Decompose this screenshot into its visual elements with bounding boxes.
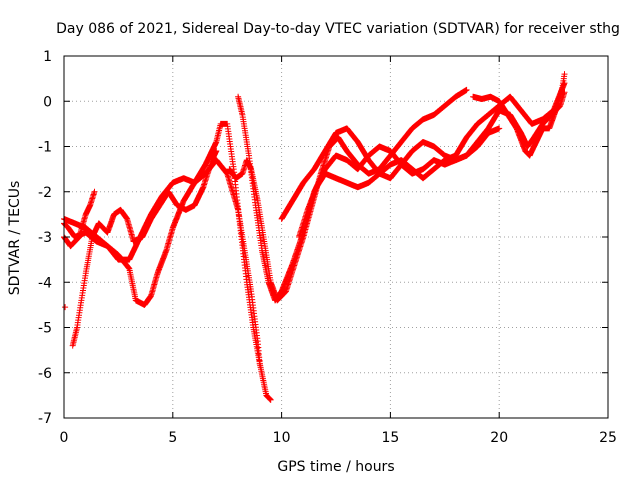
y-tick-label: -1 (38, 140, 52, 156)
series-8 (470, 71, 568, 159)
x-tick-label: 25 (599, 430, 617, 446)
y-tick-label: -3 (38, 230, 52, 246)
series-5 (235, 93, 503, 304)
x-tick-label: 15 (381, 430, 399, 446)
y-tick-label: 0 (43, 94, 52, 110)
x-tick-label: 5 (168, 430, 177, 446)
series-6 (278, 89, 568, 222)
series-markers (296, 80, 568, 240)
series-4 (226, 86, 470, 304)
y-tick-label: -5 (38, 321, 52, 337)
series-markers (226, 86, 470, 304)
series-markers (278, 89, 568, 222)
series-markers (235, 93, 503, 304)
series-7 (296, 80, 568, 240)
data-point (62, 304, 69, 311)
x-axis-label: GPS time / hours (277, 459, 394, 475)
y-tick-label: -7 (38, 411, 52, 427)
y-tick-label: -2 (38, 185, 52, 201)
series-3 (69, 148, 220, 349)
y-tick-label: -6 (38, 366, 52, 382)
series-markers (470, 71, 568, 159)
chart-title: Day 086 of 2021, Sidereal Day-to-day VTE… (56, 21, 620, 37)
x-tick-label: 20 (490, 430, 508, 446)
axis-ticks (63, 55, 609, 419)
x-tick-label: 0 (60, 430, 69, 446)
series-markers (69, 148, 220, 349)
x-tick-label: 10 (273, 430, 291, 446)
grid (64, 56, 608, 418)
series-markers (61, 120, 274, 403)
series-0 (61, 120, 274, 403)
y-tick-label: 1 (43, 49, 52, 65)
y-tick-label: -4 (38, 275, 52, 291)
tick-labels: 0 5 10 15 20 25 -7 -6 -5 -4 -3 -2 -1 0 1 (38, 49, 617, 446)
y-axis-label: SDTVAR / TECUs (7, 181, 23, 296)
data-marks (61, 71, 568, 403)
